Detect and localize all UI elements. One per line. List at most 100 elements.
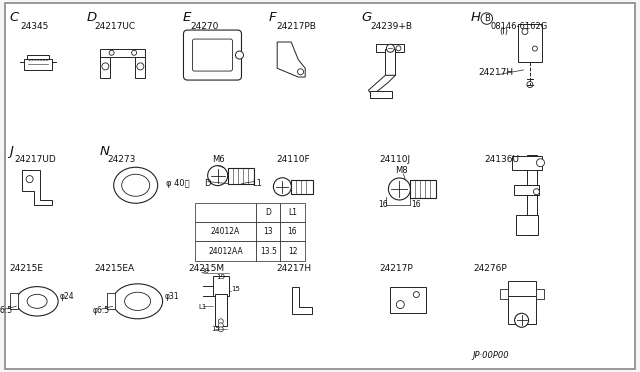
Bar xyxy=(376,44,404,52)
Circle shape xyxy=(396,46,401,51)
Text: L1: L1 xyxy=(288,208,297,217)
Bar xyxy=(385,49,396,75)
Circle shape xyxy=(218,323,223,328)
FancyBboxPatch shape xyxy=(184,30,241,80)
Text: 24217H: 24217H xyxy=(276,264,312,273)
Bar xyxy=(536,289,543,299)
Circle shape xyxy=(218,327,223,332)
Text: M8: M8 xyxy=(396,166,408,175)
Bar xyxy=(136,57,145,78)
Bar xyxy=(513,156,543,170)
Text: D: D xyxy=(86,11,97,24)
Text: 24110F: 24110F xyxy=(276,155,310,164)
Circle shape xyxy=(534,189,540,195)
Bar xyxy=(508,296,536,324)
Text: 24345: 24345 xyxy=(20,22,49,31)
Text: C: C xyxy=(10,11,19,24)
Text: φ6.5: φ6.5 xyxy=(93,306,109,315)
Bar xyxy=(280,241,305,261)
Bar xyxy=(215,294,227,326)
Bar xyxy=(195,241,256,261)
Text: L1: L1 xyxy=(252,179,262,187)
Text: 24215M: 24215M xyxy=(189,264,225,273)
Bar xyxy=(10,293,18,310)
Bar xyxy=(195,203,256,222)
Text: 24110J: 24110J xyxy=(379,155,410,164)
Text: 08146-6162G: 08146-6162G xyxy=(490,22,547,31)
Text: 24215EA: 24215EA xyxy=(95,264,135,273)
Polygon shape xyxy=(22,170,52,205)
Bar xyxy=(515,185,540,195)
Bar xyxy=(527,155,538,235)
Circle shape xyxy=(413,292,419,298)
Circle shape xyxy=(109,50,114,55)
Bar xyxy=(256,222,280,241)
FancyBboxPatch shape xyxy=(193,39,232,71)
Text: 13.5: 13.5 xyxy=(260,247,276,256)
Ellipse shape xyxy=(125,292,150,310)
Bar xyxy=(410,180,436,198)
Bar xyxy=(195,222,256,241)
Polygon shape xyxy=(277,42,305,77)
Bar xyxy=(107,293,115,310)
Text: 19: 19 xyxy=(216,274,225,280)
Bar xyxy=(280,222,305,241)
Circle shape xyxy=(387,44,394,52)
Text: H: H xyxy=(470,11,481,24)
Text: 13: 13 xyxy=(263,227,273,236)
Text: M6: M6 xyxy=(212,155,224,164)
Bar xyxy=(256,203,280,222)
Bar xyxy=(500,289,508,299)
Text: 30: 30 xyxy=(201,268,210,274)
Ellipse shape xyxy=(113,284,163,319)
Text: 24136U: 24136U xyxy=(484,155,520,164)
Bar xyxy=(228,167,253,184)
Text: G: G xyxy=(362,11,372,24)
Text: E: E xyxy=(182,11,191,24)
Circle shape xyxy=(207,166,228,186)
Text: JP·00P00: JP·00P00 xyxy=(472,351,509,360)
Circle shape xyxy=(532,46,538,51)
Text: 24217UD: 24217UD xyxy=(14,155,56,164)
Circle shape xyxy=(515,313,529,327)
Bar xyxy=(28,55,49,58)
Text: 24217P: 24217P xyxy=(379,264,413,273)
Polygon shape xyxy=(292,287,312,314)
Text: 15: 15 xyxy=(211,326,220,332)
Ellipse shape xyxy=(122,174,150,196)
Text: φ 40用: φ 40用 xyxy=(166,179,190,188)
Text: 12: 12 xyxy=(288,247,297,256)
Circle shape xyxy=(273,178,291,196)
Text: F: F xyxy=(269,11,276,24)
Circle shape xyxy=(132,50,136,55)
Circle shape xyxy=(388,178,410,200)
Bar xyxy=(518,23,542,61)
Bar xyxy=(100,57,110,78)
Circle shape xyxy=(137,63,144,70)
Polygon shape xyxy=(369,75,396,95)
Text: 24012AA: 24012AA xyxy=(208,247,243,256)
Text: 24276P: 24276P xyxy=(474,264,508,273)
Bar xyxy=(24,58,52,70)
Text: 24217H: 24217H xyxy=(479,68,514,77)
Bar xyxy=(256,241,280,261)
Text: 24270: 24270 xyxy=(191,22,219,31)
Ellipse shape xyxy=(114,167,157,203)
Bar xyxy=(280,203,305,222)
Bar xyxy=(371,91,392,98)
Text: J: J xyxy=(10,145,13,158)
Circle shape xyxy=(218,319,223,324)
Circle shape xyxy=(26,176,33,183)
Text: 24012A: 24012A xyxy=(211,227,240,236)
Bar xyxy=(212,276,229,296)
Text: 16: 16 xyxy=(412,200,421,209)
Circle shape xyxy=(536,159,545,167)
Text: D: D xyxy=(265,208,271,217)
Text: N: N xyxy=(99,145,109,158)
Circle shape xyxy=(527,81,533,87)
Ellipse shape xyxy=(27,294,47,308)
Text: 24215E: 24215E xyxy=(10,264,44,273)
Text: 24273: 24273 xyxy=(108,155,136,164)
Text: 16: 16 xyxy=(378,200,388,209)
Text: 24217PB: 24217PB xyxy=(276,22,316,31)
